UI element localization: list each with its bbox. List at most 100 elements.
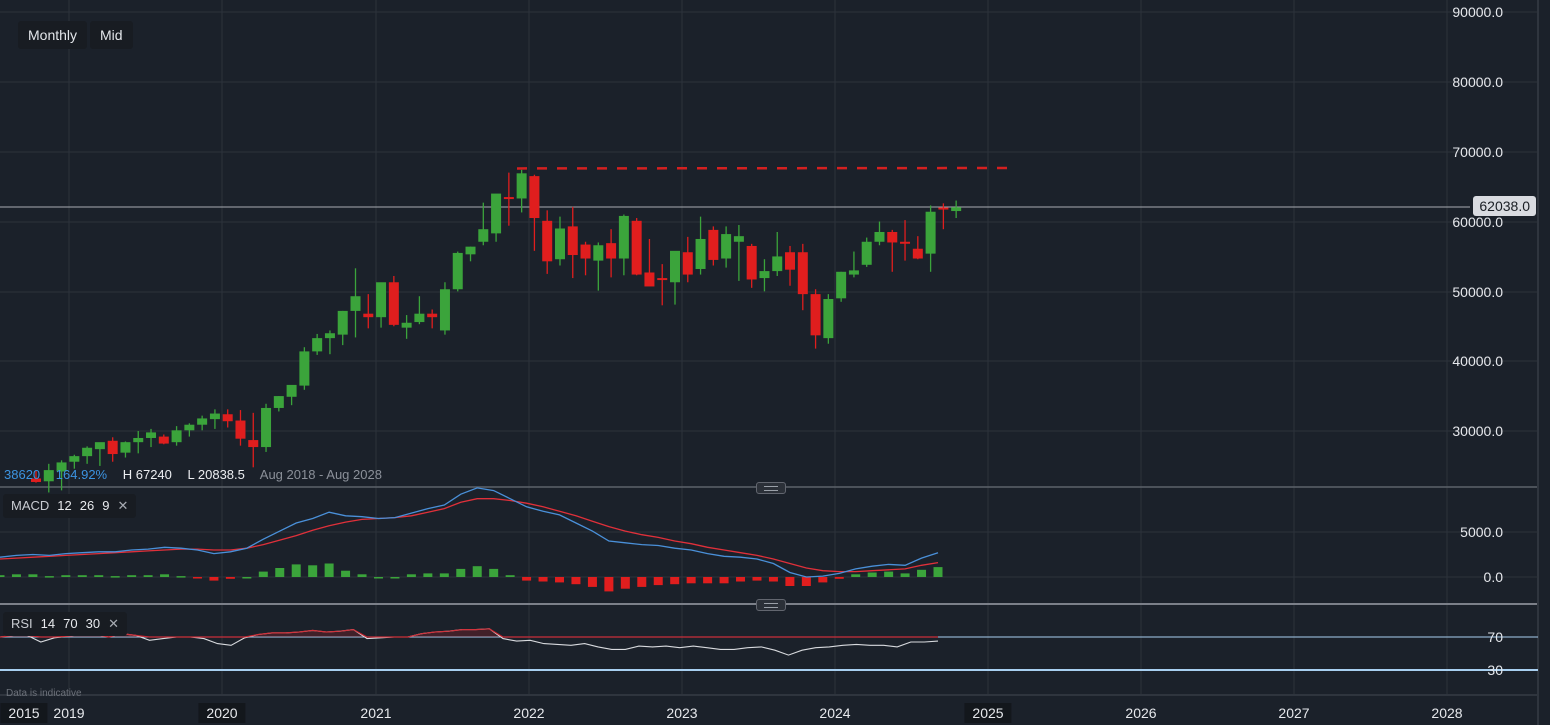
- candle-body: [56, 462, 67, 472]
- candle-body: [874, 231, 885, 242]
- macd-histogram-bar: [505, 575, 515, 577]
- macd-histogram-bar: [28, 574, 38, 577]
- x-tick-2021: 2021: [360, 705, 392, 721]
- candle-body: [235, 420, 246, 439]
- candle-body: [772, 256, 783, 272]
- candle-body: [337, 310, 348, 335]
- rsi-overbought-line: [0, 628, 938, 638]
- macd-indicator-label[interactable]: MACD 12 26 9 ✕: [3, 494, 137, 518]
- macd-histogram-bar: [192, 577, 202, 579]
- macd-histogram-bar: [423, 573, 433, 577]
- y-tick-30000: 30000.0: [1452, 423, 1503, 439]
- pane-resize-handle-rsi[interactable]: [756, 599, 786, 611]
- rsi-close-icon[interactable]: ✕: [108, 616, 119, 631]
- candle-body: [516, 173, 527, 199]
- y-tick-80000: 80000.0: [1452, 74, 1503, 90]
- candle-body: [631, 220, 642, 275]
- rsi-upper: 70: [63, 616, 78, 631]
- x-tick-2023: 2023: [666, 705, 698, 721]
- candle-body: [273, 396, 284, 408]
- macd-histogram-bar: [933, 567, 943, 577]
- macd-histogram-bar: [637, 577, 647, 587]
- candle-body: [657, 278, 668, 281]
- candle-body: [171, 430, 182, 443]
- candle-body: [823, 299, 834, 339]
- candle-body: [861, 241, 872, 265]
- macd-histogram-bar: [900, 573, 910, 577]
- macd-histogram-bar: [94, 575, 104, 577]
- candle-body: [554, 228, 565, 260]
- macd-histogram-bar: [785, 577, 795, 586]
- date-range: Aug 2018 - Aug 2028: [259, 467, 382, 482]
- candle-body: [107, 440, 118, 455]
- y-tick-60000: 60000.0: [1452, 214, 1503, 230]
- candle-body: [184, 424, 195, 431]
- candle-body: [197, 418, 208, 425]
- macd-histogram-bar: [571, 577, 581, 585]
- candle-body: [682, 252, 693, 275]
- macd-histogram-bar: [719, 577, 729, 584]
- interval-selector[interactable]: Monthly: [18, 21, 88, 49]
- x-tick-2024: 2024: [819, 705, 851, 721]
- macd-histogram-bar: [11, 574, 21, 577]
- candle-body: [951, 207, 962, 212]
- candle-body: [721, 234, 732, 259]
- macd-histogram-bar: [555, 577, 565, 583]
- candle-body: [938, 207, 949, 210]
- current-price-tag: 62038.0: [1473, 196, 1536, 216]
- macd-histogram-bar: [373, 577, 383, 579]
- pane-resize-handle-macd[interactable]: [756, 482, 786, 494]
- candle-body: [567, 226, 578, 256]
- y-tick-90000: 90000.0: [1452, 4, 1503, 20]
- candle-body: [465, 246, 476, 255]
- candle-body: [427, 313, 438, 318]
- price-summary: 38620 164.92% H 67240 L 20838.5 Aug 2018…: [0, 467, 394, 482]
- candle-body: [324, 333, 335, 339]
- macd-fast: 12: [57, 498, 72, 513]
- macd-name: MACD: [11, 498, 50, 513]
- y-tick-40000: 40000.0: [1452, 353, 1503, 369]
- candle-body: [452, 252, 463, 290]
- macd-histogram-bar: [686, 577, 696, 584]
- x-tick-2022: 2022: [513, 705, 545, 721]
- macd-histogram-bar: [242, 577, 252, 579]
- rsi-indicator-label[interactable]: RSI 14 70 30 ✕: [3, 612, 127, 636]
- macd-histogram-bar: [587, 577, 597, 587]
- x-tick-2026: 2026: [1125, 705, 1157, 721]
- candle-body: [593, 245, 604, 261]
- candle-body: [120, 442, 131, 453]
- macd-signal-line: [0, 498, 939, 573]
- price-type-selector[interactable]: Mid: [90, 21, 133, 49]
- macd-tick-5000: 5000.0: [1460, 524, 1503, 540]
- macd-line: [0, 487, 939, 578]
- macd-histogram-bar: [110, 576, 120, 578]
- macd-histogram-bar: [917, 569, 927, 577]
- candle-body: [618, 215, 629, 259]
- high-value: H 67240: [122, 467, 172, 482]
- macd-close-icon[interactable]: ✕: [117, 498, 129, 513]
- macd-histogram-bar: [44, 576, 54, 578]
- candle-body: [43, 470, 54, 482]
- low-value: L 20838.5: [187, 467, 245, 482]
- macd-histogram-bar: [127, 575, 137, 577]
- candle-body: [606, 243, 617, 259]
- macd-histogram-bar: [225, 577, 235, 579]
- macd-histogram-bar: [867, 572, 877, 577]
- x-tick-2020: 2020: [198, 703, 246, 723]
- y-tick-70000: 70000.0: [1452, 144, 1503, 160]
- change-percent: 164.92%: [55, 467, 108, 482]
- candle-body: [146, 432, 157, 438]
- rsi-lower: 30: [85, 616, 101, 631]
- macd-signal: 9: [102, 498, 110, 513]
- macd-histogram-bar: [341, 570, 351, 577]
- candle-body: [912, 248, 923, 259]
- macd-histogram-bar: [143, 575, 153, 577]
- candle-body: [299, 351, 310, 386]
- candle-body: [158, 436, 169, 444]
- candle-body: [401, 322, 412, 328]
- candle-body: [363, 313, 374, 318]
- macd-histogram-bar: [834, 577, 844, 579]
- macd-histogram-bar: [258, 571, 268, 577]
